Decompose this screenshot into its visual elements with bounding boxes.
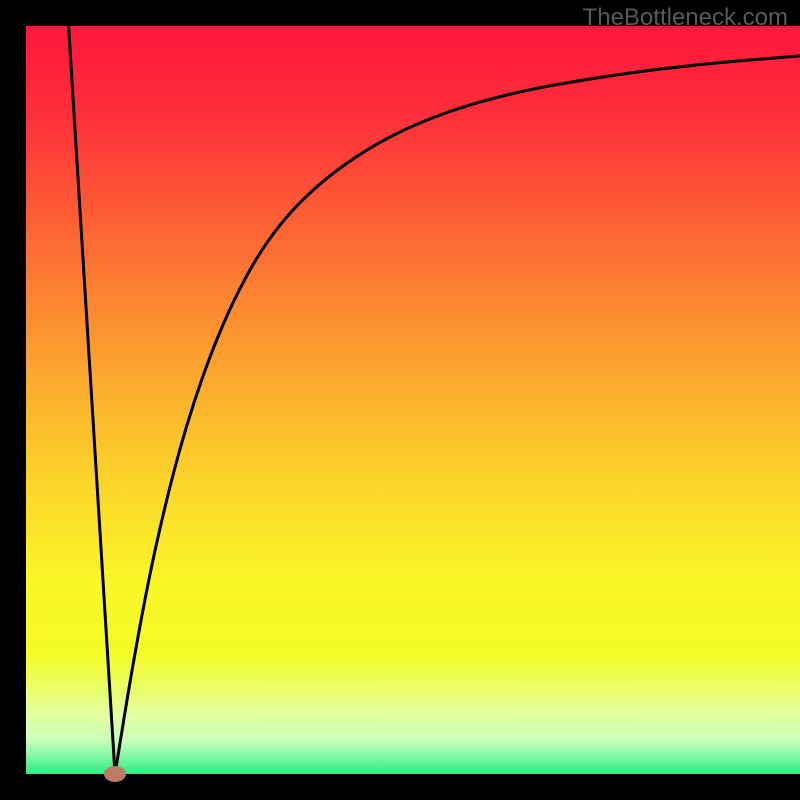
attribution-label: TheBottleneck.com bbox=[583, 4, 788, 32]
frame-left bbox=[0, 0, 26, 800]
chart-background bbox=[26, 26, 800, 774]
bottleneck-chart bbox=[0, 0, 800, 800]
minimum-marker bbox=[104, 766, 126, 782]
chart-container: TheBottleneck.com bbox=[0, 0, 800, 800]
